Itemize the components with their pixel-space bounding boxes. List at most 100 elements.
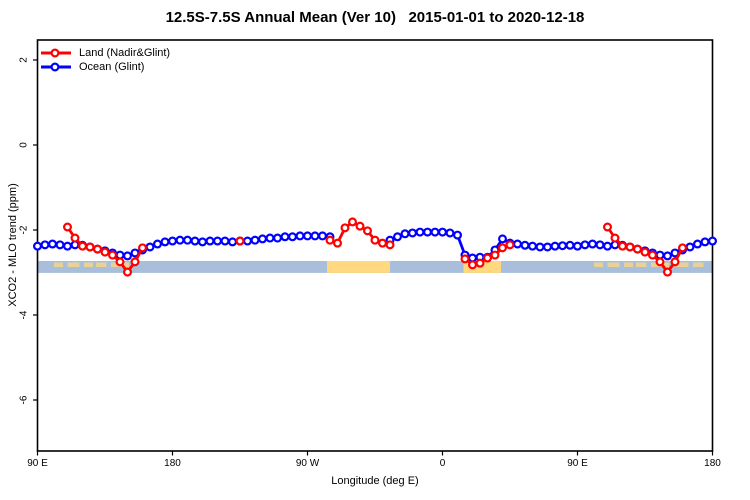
- ocean-data-point: [160, 237, 170, 247]
- ocean-data-point: [55, 240, 65, 250]
- legend-marker-ocean-icon: [41, 62, 71, 72]
- land-data-point: [100, 247, 110, 257]
- ocean-data-point: [250, 235, 260, 245]
- ocean-data-point: [595, 240, 605, 250]
- ocean-data-point: [393, 232, 403, 242]
- ocean-data-point: [303, 231, 313, 241]
- ocean-data-point: [295, 231, 305, 241]
- ocean-data-point: [423, 227, 433, 237]
- legend: Land (Nadir&Glint) Ocean (Glint): [41, 46, 170, 74]
- island-speckle: [672, 262, 689, 268]
- land-data-point: [333, 238, 343, 248]
- land-data-point: [122, 267, 132, 277]
- land-data-point: [460, 254, 470, 264]
- ocean-data-point: [47, 239, 57, 249]
- land-data-point: [340, 223, 350, 233]
- ocean-data-point: [122, 251, 132, 261]
- ocean-data-point: [438, 227, 448, 237]
- ocean-data-point: [415, 227, 425, 237]
- ocean-data-point: [453, 230, 463, 240]
- y-tick-label: -6: [19, 395, 30, 404]
- land-data-point: [662, 267, 672, 277]
- ocean-data-point: [662, 251, 672, 261]
- ocean-data-point: [273, 233, 283, 243]
- land-data-point: [378, 238, 388, 248]
- ocean-data-point: [220, 236, 230, 246]
- ocean-data-point: [580, 240, 590, 250]
- ocean-data-point: [213, 236, 223, 246]
- ocean-data-point: [557, 241, 567, 251]
- land-data-point: [70, 233, 80, 243]
- ocean-data-point: [520, 240, 530, 250]
- land-data-point: [363, 226, 373, 236]
- land-data-point: [130, 257, 140, 267]
- ocean-data-point: [190, 236, 200, 246]
- ocean-data-point: [175, 235, 185, 245]
- land-data-point: [483, 253, 493, 263]
- land-data-point: [325, 235, 335, 245]
- x-tick-label: 90 E: [567, 458, 588, 469]
- ocean-data-point: [685, 242, 695, 252]
- island-speckle: [624, 262, 633, 268]
- land-data-point: [468, 260, 478, 270]
- ocean-data-point: [280, 232, 290, 242]
- ocean-data-point: [62, 241, 72, 251]
- land-data-point: [107, 250, 117, 260]
- land-data-point: [505, 240, 515, 250]
- land-data-point: [655, 257, 665, 267]
- y-tick-label: -4: [19, 310, 30, 319]
- land-data-point: [77, 241, 87, 251]
- land-data-point: [355, 221, 365, 231]
- land-data-point: [670, 257, 680, 267]
- ocean-data-point: [445, 228, 455, 238]
- ocean-data-point: [168, 236, 178, 246]
- ocean-data-point: [587, 239, 597, 249]
- land-data-point: [138, 243, 148, 253]
- x-tick-label: 180: [164, 458, 181, 469]
- ocean-data-point: [550, 241, 560, 251]
- ocean-data-point: [258, 234, 268, 244]
- ocean-data-point: [542, 242, 552, 252]
- ocean-data-point: [318, 231, 328, 241]
- ocean-data-point: [512, 239, 522, 249]
- x-tick-label: 0: [440, 458, 446, 469]
- land-data-point: [602, 222, 612, 232]
- x-axis-label: Longitude (deg E): [331, 475, 419, 487]
- y-tick-label: 2: [19, 57, 30, 63]
- legend-item-ocean: Ocean (Glint): [41, 60, 170, 74]
- land-patch: [327, 261, 390, 273]
- ocean-data-point: [153, 239, 163, 249]
- ocean-data-point: [700, 237, 710, 247]
- land-data-point: [677, 243, 687, 253]
- ocean-data-point: [205, 236, 215, 246]
- ocean-data-point: [40, 240, 50, 250]
- land-data-point: [647, 250, 657, 260]
- ocean-data-point: [145, 242, 155, 252]
- ocean-data-point: [498, 234, 508, 244]
- legend-label-ocean: Ocean (Glint): [79, 61, 145, 73]
- land-data-point: [610, 233, 620, 243]
- land-data-point: [475, 258, 485, 268]
- legend-label-land: Land (Nadir&Glint): [79, 47, 171, 59]
- x-tick-label: 180: [704, 458, 721, 469]
- ocean-data-point: [527, 241, 537, 251]
- y-tick-label: 0: [19, 142, 30, 148]
- ocean-data-point: [32, 241, 42, 251]
- ocean-data-point: [265, 233, 275, 243]
- ocean-data-point: [535, 242, 545, 252]
- x-tick-label: 90 E: [27, 458, 48, 469]
- ocean-data-point: [602, 241, 612, 251]
- ocean-data-point: [400, 229, 410, 239]
- land-data-point: [498, 243, 508, 253]
- land-data-point: [85, 242, 95, 252]
- land-data-point: [640, 247, 650, 257]
- ocean-data-point: [572, 241, 582, 251]
- x-tick-label: 90 W: [296, 458, 320, 469]
- ocean-data-point: [183, 235, 193, 245]
- ocean-data-point: [310, 231, 320, 241]
- land-data-point: [92, 244, 102, 254]
- ocean-data-point: [707, 236, 717, 246]
- legend-marker-land-icon: [41, 48, 71, 58]
